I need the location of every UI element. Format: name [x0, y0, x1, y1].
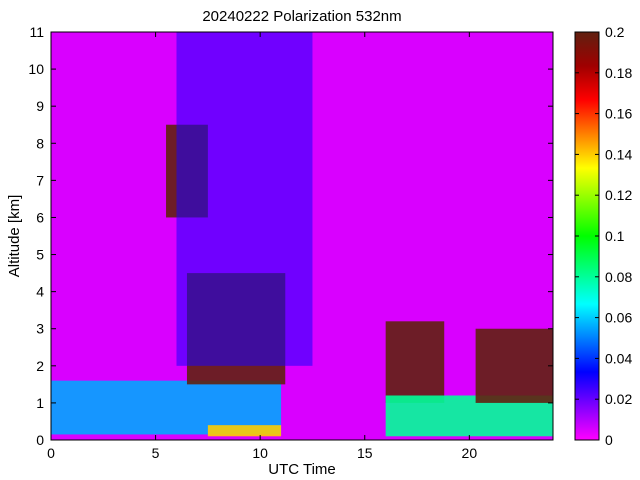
x-axis-title: UTC Time: [268, 461, 336, 478]
colorbar-tick-label: 0.14: [605, 146, 632, 162]
y-tick-label: 6: [36, 209, 44, 225]
colorbar-tick-label: 0.06: [605, 310, 632, 326]
x-axis: 0 5 10 15 20: [47, 32, 477, 461]
heatmap-cells: [51, 32, 553, 437]
colorbar-tick-label: 0.16: [605, 106, 632, 122]
heatmap-feature-evening-cloud: [475, 328, 553, 403]
y-tick-label: 10: [28, 61, 44, 77]
y-tick-label: 1: [36, 395, 44, 411]
colorbar-tick-label: 0.2: [605, 24, 625, 40]
colorbar-tick-label: 0.04: [605, 350, 632, 366]
colorbar: 0 0.02 0.04 0.06 0.08 0.1 0.12 0.14 0.16 0.18 0.2: [574, 24, 632, 448]
plot-frame: [50, 31, 554, 441]
y-axis-title: Altitude [km]: [6, 195, 23, 278]
colorbar-tick-label: 0.08: [605, 269, 632, 285]
y-tick-label: 9: [36, 98, 44, 114]
y-axis: 0 1 2 3 4 5 6 7 8 9 10 11: [28, 24, 553, 448]
y-tick-label: 2: [36, 358, 44, 374]
y-tick-label: 8: [36, 135, 44, 151]
x-tick-label: 5: [152, 445, 160, 461]
heatmap-feature-surface-layer: [207, 425, 282, 437]
y-tick-label: 3: [36, 321, 44, 337]
colorbar-tick-label: 0.1: [605, 228, 625, 244]
colorbar-tick-label: 0: [605, 432, 613, 448]
colorbar-tick-label: 0.12: [605, 187, 632, 203]
colorbar-ticks: 0 0.02 0.04 0.06 0.08 0.1 0.12 0.14 0.16 0.18 0.2: [575, 24, 632, 448]
plot-area: [50, 31, 554, 441]
x-tick-label: 0: [47, 445, 55, 461]
x-tick-label: 10: [252, 445, 268, 461]
x-tick-label: 15: [357, 445, 373, 461]
y-tick-label: 11: [29, 24, 44, 40]
x-tick-label: 20: [462, 445, 478, 461]
heatmap-feature-afternoon-cloud: [385, 321, 445, 403]
y-tick-label: 4: [36, 284, 44, 300]
y-tick-label: 0: [36, 432, 44, 448]
y-tick-label: 5: [36, 247, 44, 263]
heatmap-feature-cirrus-speckle: [176, 32, 313, 366]
y-tick-label: 7: [36, 172, 44, 188]
colorbar-tick-label: 0.18: [605, 65, 632, 81]
colorbar-tick-label: 0.02: [605, 391, 632, 407]
chart-title: 20240222 Polarization 532nm: [202, 8, 401, 25]
